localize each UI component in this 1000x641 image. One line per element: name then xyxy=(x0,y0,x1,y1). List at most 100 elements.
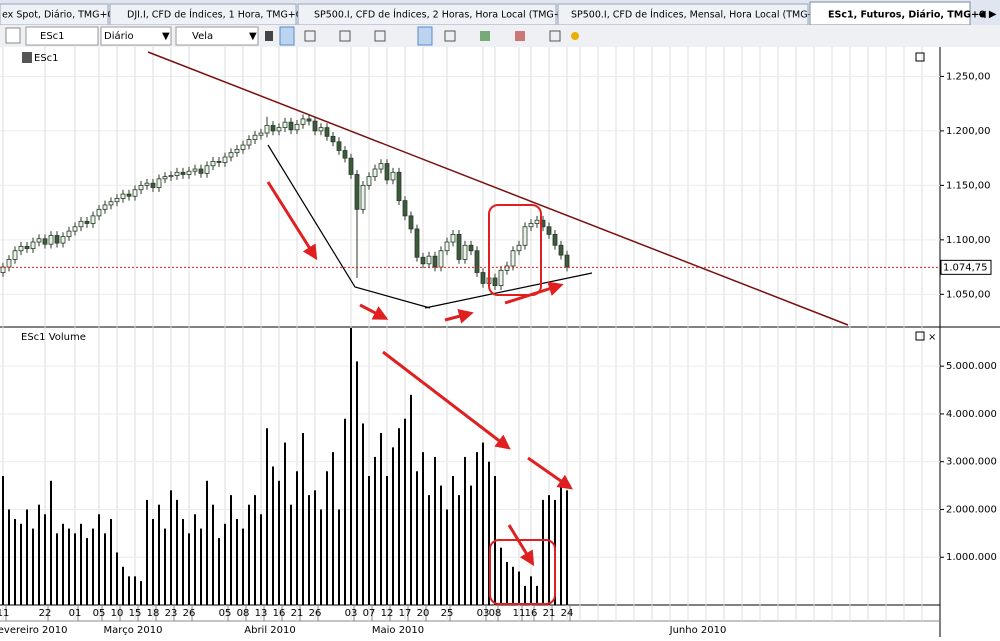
tool[interactable] xyxy=(265,31,273,41)
volume-bar xyxy=(62,523,64,605)
y-tick-label: 1.000.000 xyxy=(946,552,997,563)
candle-body xyxy=(474,250,480,273)
candle-body xyxy=(36,238,42,243)
period-select[interactable] xyxy=(100,26,172,46)
tab-nav[interactable]: ◀ ▶ xyxy=(978,9,997,20)
volume-bar xyxy=(86,538,88,605)
candle-body xyxy=(480,272,486,284)
tool[interactable] xyxy=(571,32,579,40)
volume-bar xyxy=(314,490,316,605)
volume-bar xyxy=(458,495,460,605)
candle-body xyxy=(30,241,36,249)
volume-bar xyxy=(542,499,544,605)
candle-body xyxy=(408,215,414,230)
volume-bar xyxy=(368,476,370,605)
month-label: Fevereiro 2010 xyxy=(0,625,67,636)
volume-bar xyxy=(188,533,190,605)
candle-body xyxy=(42,238,48,245)
volume-bar xyxy=(68,528,70,605)
symbol-icon xyxy=(22,52,32,63)
volume-bar xyxy=(272,466,274,605)
x-tick-label: 23 xyxy=(165,608,178,619)
volume-bar xyxy=(254,495,256,605)
candle-body xyxy=(126,193,132,197)
candle-body xyxy=(198,168,204,174)
candle-body xyxy=(324,127,330,137)
volume-bar xyxy=(104,533,106,605)
x-tick-label: 03 xyxy=(477,608,490,619)
x-tick-label: 08 xyxy=(489,608,502,619)
symbol-input[interactable] xyxy=(25,26,99,46)
candle-body xyxy=(0,266,6,273)
maximize-button[interactable] xyxy=(915,331,925,341)
volume-bar xyxy=(158,504,160,605)
volume-bar xyxy=(356,361,358,605)
candle-body xyxy=(504,265,510,271)
volume-bar xyxy=(446,509,448,605)
volume-bar xyxy=(140,581,142,605)
tool[interactable] xyxy=(374,30,386,42)
close-button[interactable]: × xyxy=(928,332,936,343)
volume-bar xyxy=(32,528,34,605)
candle-body xyxy=(102,204,108,210)
candle-body xyxy=(282,121,288,129)
candle-body xyxy=(318,127,324,132)
marks: 1.050,00 1.100,00 1.150,00 1.200,00 1.250,00… xyxy=(0,71,997,621)
candle-body xyxy=(468,244,474,252)
volume-bar xyxy=(452,476,454,605)
tool[interactable] xyxy=(304,30,316,42)
trend-line xyxy=(267,144,431,309)
dropdown-arrow: ▼ xyxy=(249,31,257,42)
tool[interactable] xyxy=(444,30,456,42)
y-tick-label: 1.200,00 xyxy=(946,126,991,137)
x-tick-label: 16 xyxy=(273,608,286,619)
candle-body xyxy=(180,171,186,175)
candle-body xyxy=(330,135,336,143)
volume-bar xyxy=(242,528,244,605)
tool[interactable] xyxy=(417,26,433,46)
trend-line xyxy=(147,51,849,326)
x-tick-label: 22 xyxy=(39,608,52,619)
x-tick-label: 15 xyxy=(129,608,142,619)
tool[interactable] xyxy=(279,26,295,46)
volume-bar xyxy=(260,514,262,605)
candle-body xyxy=(186,170,192,175)
x-tick-label: 11 xyxy=(513,608,526,619)
volume-bar xyxy=(122,566,124,605)
x-tick-label: 21 xyxy=(291,608,304,619)
tool[interactable] xyxy=(339,30,351,42)
tab-label: SP500.I, CFD de Índices, Mensal, Hora Lo… xyxy=(571,9,825,21)
candle-body xyxy=(120,193,126,199)
volume-bar xyxy=(332,452,334,605)
tool-icons xyxy=(265,26,579,46)
volume-bar xyxy=(392,447,394,605)
tool[interactable] xyxy=(480,31,490,41)
style-text: Vela xyxy=(192,31,213,42)
style-select[interactable] xyxy=(175,26,259,46)
volume-bar xyxy=(194,514,196,605)
candle-body xyxy=(84,220,90,224)
candle-body xyxy=(48,235,54,245)
volume-bar xyxy=(152,519,154,605)
candle-body xyxy=(438,250,444,268)
candle-body xyxy=(174,171,180,176)
toolbar-button[interactable] xyxy=(5,27,21,44)
arrow xyxy=(359,303,389,320)
candle-body xyxy=(510,250,516,267)
candle-body xyxy=(564,254,570,268)
x-tick-label: 24 xyxy=(561,608,574,619)
tool[interactable] xyxy=(549,30,561,42)
maximize-button[interactable] xyxy=(915,52,925,62)
x-tick-label: 26 xyxy=(183,608,196,619)
highlight-box xyxy=(488,204,542,296)
candle-body xyxy=(414,228,420,258)
y-tick-label: 4.000.000 xyxy=(946,409,997,420)
candle-body xyxy=(336,141,342,151)
volume-bar xyxy=(230,495,232,605)
candle-body xyxy=(270,125,276,132)
tab-label: ex Spot, Diário, TMG+0 xyxy=(2,10,114,21)
tool[interactable] xyxy=(515,31,525,41)
volume-bar xyxy=(404,418,406,605)
volume-bar xyxy=(236,519,238,605)
volume-bar xyxy=(182,519,184,605)
